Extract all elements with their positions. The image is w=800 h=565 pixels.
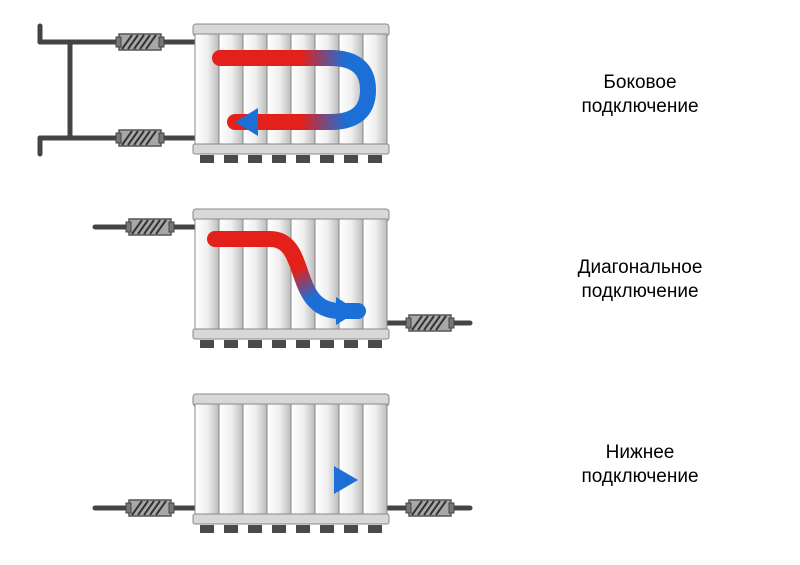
radiator-body [193, 394, 389, 533]
radiator-body [193, 209, 389, 348]
label-diagonal: Диагональное подключение [480, 256, 800, 304]
radiator-body [193, 24, 389, 163]
valve-bottom [116, 130, 164, 146]
diagram-diagonal: Диагональное подключение [0, 195, 800, 365]
valve-out [406, 500, 454, 516]
label-side: Боковое подключение [480, 71, 800, 119]
diagram-bottom: Нижнее подключение [0, 380, 800, 550]
valve-in [126, 500, 174, 516]
label-bottom-line1: Нижнее [606, 442, 675, 463]
valve-out [406, 315, 454, 331]
radiator-side [0, 10, 480, 180]
label-diagonal-line1: Диагональное [578, 257, 703, 278]
label-diagonal-line2: подключение [581, 281, 698, 302]
radiator-diagonal [0, 195, 480, 365]
label-bottom: Нижнее подключение [480, 441, 800, 489]
label-side-line1: Боковое [603, 72, 676, 93]
valve-in [126, 219, 174, 235]
radiator-bottom [0, 380, 480, 550]
label-side-line2: подключение [581, 96, 698, 117]
valve-top [116, 34, 164, 50]
label-bottom-line2: подключение [581, 466, 698, 487]
diagram-side: Боковое подключение [0, 10, 800, 180]
